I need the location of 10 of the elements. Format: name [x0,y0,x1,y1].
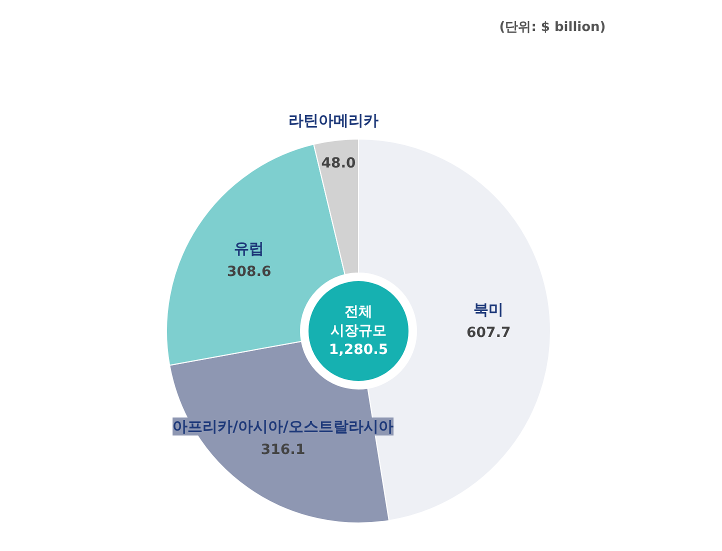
data-label: 48.0 [321,156,356,172]
slice-label: 아프리카/아시아/오스트랄라시아 [172,418,394,436]
slice-label: 유럽 [234,240,264,258]
slice-label: 라틴아메리카 [288,111,379,130]
text: 전체 시장규모 1,280.5 [328,304,388,358]
data-label: 607.7 [466,325,511,342]
data-label: 308.6 [227,264,272,280]
data-label: 316.1 [260,442,306,458]
slice-label: 북미 [474,300,504,319]
text: (단위: $ billion) [499,20,606,35]
